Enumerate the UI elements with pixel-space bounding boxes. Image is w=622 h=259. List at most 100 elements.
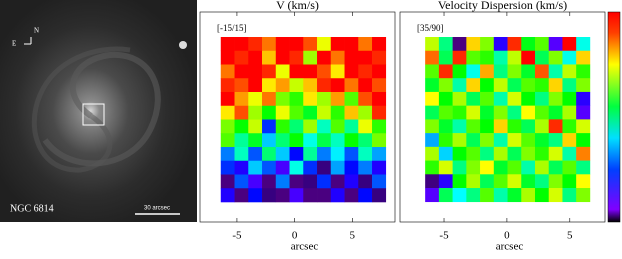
map-cell (248, 174, 263, 189)
x-tick-label: -5 (439, 230, 449, 242)
map-cell (234, 64, 249, 79)
panel-title: V (km/s) (276, 0, 319, 12)
map-cell (262, 174, 277, 189)
map-cell (358, 37, 373, 52)
map-cell (317, 78, 332, 93)
map-cell (234, 78, 249, 93)
map-cell (330, 105, 345, 120)
map-cell (234, 147, 249, 162)
map-cell (534, 174, 550, 189)
map-cell (452, 64, 467, 79)
map-cell (262, 50, 277, 65)
map-cell (548, 64, 563, 79)
map-cell (493, 91, 508, 106)
map-cell (521, 37, 536, 52)
map-cell (275, 160, 290, 175)
map-cell (534, 146, 550, 161)
map-cell (438, 64, 453, 79)
map-cell (548, 160, 563, 175)
map-cell (262, 105, 277, 120)
map-cell (452, 188, 467, 203)
galaxy-image: N E NGC 6814 30 arcsec (0, 0, 197, 222)
map-cell (248, 37, 263, 52)
map-cell (452, 119, 467, 134)
map-cell (562, 174, 577, 189)
map-cell (303, 64, 318, 79)
map-cell (262, 119, 277, 134)
map-cell (507, 50, 522, 65)
map-cell (438, 133, 453, 148)
map-cell (507, 105, 522, 120)
map-cell (425, 91, 440, 106)
map-cell (562, 160, 577, 175)
map-cell (330, 92, 345, 107)
map-cell (275, 119, 290, 134)
map-cell (507, 146, 522, 161)
map-cell (248, 160, 263, 175)
map-cell (289, 92, 304, 107)
map-cell (507, 37, 522, 52)
map-cell (275, 133, 290, 148)
map-cell (289, 119, 304, 134)
map-cell (372, 105, 387, 120)
map-cell (534, 37, 550, 52)
map-cell (480, 119, 495, 134)
map-cell (358, 105, 373, 120)
map-cell (507, 91, 522, 106)
map-cell (438, 160, 453, 175)
map-cell (220, 92, 235, 107)
map-cell (358, 147, 373, 162)
map-cell (372, 92, 387, 107)
map-cell (534, 50, 550, 65)
map-cell (548, 119, 563, 134)
map-cell (521, 119, 536, 134)
map-cell (507, 64, 522, 79)
map-cell (358, 188, 373, 203)
map-cell (452, 174, 467, 189)
map-cell (452, 50, 467, 65)
map-cell (438, 119, 453, 134)
map-cell (372, 133, 387, 148)
map-cell (576, 78, 591, 93)
map-cell (562, 64, 577, 79)
map-cell (234, 133, 249, 148)
map-cell (358, 50, 373, 65)
map-cell (466, 78, 481, 93)
map-cell (576, 37, 591, 52)
map-cell (262, 160, 277, 175)
map-cell (425, 50, 440, 65)
map-cell (344, 174, 359, 189)
map-cell (480, 91, 495, 106)
map-cell (303, 78, 318, 93)
map-cell (548, 174, 563, 189)
map-cell (452, 105, 467, 120)
map-cell (576, 160, 591, 175)
map-cell (289, 105, 304, 120)
map-cell (303, 92, 318, 107)
map-cell (372, 188, 387, 203)
x-tick-label: -5 (232, 230, 242, 242)
map-cell (576, 91, 591, 106)
map-cell (234, 160, 249, 175)
map-cell (425, 188, 440, 203)
map-cell (344, 188, 359, 203)
map-cell (248, 105, 263, 120)
map-cell (562, 91, 577, 106)
map-cell (289, 188, 304, 203)
x-axis-label: arcsec (496, 241, 524, 253)
map-cell (480, 64, 495, 79)
map-cell (507, 174, 522, 189)
map-cell (562, 105, 577, 120)
map-cell (425, 133, 440, 148)
map-cell (220, 50, 235, 65)
map-cell (317, 92, 332, 107)
map-cell (493, 50, 508, 65)
map-cell (344, 50, 359, 65)
map-cell (548, 188, 563, 203)
map-cell (438, 50, 453, 65)
map-cell (507, 133, 522, 148)
map-cell (562, 119, 577, 134)
map-cell (521, 64, 536, 79)
map-cell (576, 50, 591, 65)
